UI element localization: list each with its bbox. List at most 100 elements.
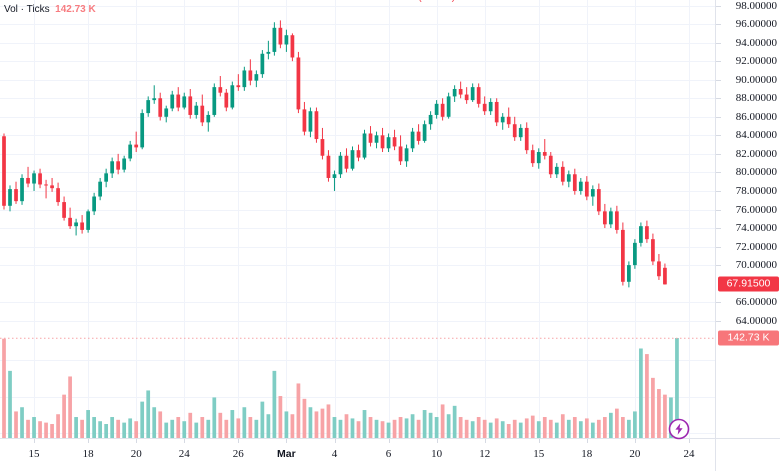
candle-body (428, 114, 433, 125)
price-tick-mark (716, 24, 721, 26)
candle-body (590, 189, 595, 197)
candle-body (398, 146, 403, 162)
alert-bolt-marker[interactable] (668, 418, 690, 440)
candle-body (482, 103, 487, 112)
volume-bar (392, 419, 397, 438)
grid-line (0, 265, 715, 267)
time-tick-label: 10 (431, 448, 443, 460)
volume-bar (8, 370, 12, 438)
legend-volume-label[interactable]: Vol · Ticks (4, 4, 50, 15)
legend-interval[interactable]: 4h (115, 0, 126, 3)
time-tick-label: 18 (82, 448, 94, 460)
candle-body (206, 114, 211, 123)
candle-body (566, 174, 571, 182)
volume-bar (224, 419, 229, 438)
candle-body (110, 161, 115, 174)
candle-body (320, 139, 325, 156)
candle-body (182, 96, 187, 108)
grid-line (34, 0, 35, 330)
candle-body (386, 137, 391, 149)
grid-line (0, 302, 715, 304)
candle-body (128, 144, 133, 159)
volume-bar (134, 421, 139, 438)
volume-bar (212, 397, 217, 438)
grid-line (0, 135, 715, 137)
candle-body (44, 184, 48, 186)
price-tick-label: 88.00000 (735, 92, 777, 105)
legend-symbol[interactable]: SILVER / U.S. DOLLAR (4, 0, 106, 3)
price-tick-label: 76.00000 (735, 203, 777, 216)
price-tick-label: 90.00000 (735, 73, 777, 86)
volume-bar (50, 424, 54, 438)
candle-body (134, 144, 139, 148)
price-tick-mark (716, 172, 721, 174)
candle-body (452, 88, 457, 97)
volume-bar (452, 405, 457, 438)
volume-bar (350, 418, 355, 438)
bolt-glyph (675, 423, 683, 435)
volume-bar (596, 419, 601, 438)
candle-body (308, 111, 313, 132)
grid-line (689, 0, 690, 330)
candle-body (512, 124, 517, 138)
candle-body (536, 152, 541, 164)
grid-line (538, 0, 540, 330)
volume-bar (62, 394, 66, 438)
grid-line (0, 360, 715, 362)
volume-bar (494, 418, 499, 438)
volume-bar (320, 408, 325, 438)
volume-bar (608, 412, 613, 438)
volume-bar (152, 407, 157, 438)
volume-bar (308, 407, 313, 438)
price-tick-label: 74.00000 (735, 222, 777, 234)
volume-bar (488, 422, 493, 438)
volume-pane[interactable] (0, 330, 715, 438)
candle-body (356, 150, 361, 158)
volume-bar (290, 414, 295, 438)
candle-body (158, 98, 163, 117)
legend-exchange[interactable]: OANDA (134, 0, 167, 3)
volume-bar (272, 370, 277, 438)
candle-body (410, 131, 415, 149)
time-tick-mark (388, 439, 390, 443)
candle-body (657, 261, 661, 277)
legend-low-label: L (276, 0, 281, 3)
candle-body (326, 155, 331, 178)
price-pane[interactable] (0, 0, 715, 330)
volume-bar (542, 417, 547, 438)
candle-body (224, 92, 229, 108)
price-axis[interactable]: 98.00000 96.00000 94.00000 92.00000 90.00000… (715, 0, 780, 438)
candle-body (530, 150, 535, 164)
candle-body (458, 88, 463, 95)
candle-body (548, 155, 553, 175)
price-tick-label: 80.00000 (735, 166, 777, 179)
volume-bar (663, 394, 667, 438)
price-tick-label: 82.00000 (735, 147, 777, 160)
volume-bar (566, 419, 571, 438)
volume-bar (578, 421, 583, 438)
grid-line (0, 24, 715, 26)
time-axis[interactable]: 15 18 20 24 26 Mar 4 6 10 12 15 18 20 24 (0, 438, 715, 471)
candle-body (332, 174, 337, 178)
volume-bar (110, 417, 115, 438)
volume-bar (428, 412, 433, 438)
candle-body (302, 109, 307, 132)
volume-bar (248, 417, 253, 438)
volume-bar (146, 390, 151, 438)
grid-line (34, 330, 35, 438)
legend-change: -1.86650 (-2.96%) (378, 0, 455, 3)
volume-bar (645, 354, 649, 438)
volume-bar (206, 419, 211, 438)
grid-line (238, 0, 240, 330)
price-tick-mark (716, 116, 721, 118)
time-tick-label: Mar (277, 448, 296, 460)
volume-bar (254, 419, 259, 438)
volume-badge[interactable]: 142.73 K (718, 330, 779, 346)
candle-body (266, 51, 271, 54)
volume-bar (386, 422, 391, 438)
volume-bar (230, 410, 235, 438)
candle-body (278, 27, 283, 45)
volume-bar (164, 422, 169, 438)
candle-body (296, 57, 301, 110)
last-price-badge[interactable]: 67.91500 (718, 276, 779, 292)
